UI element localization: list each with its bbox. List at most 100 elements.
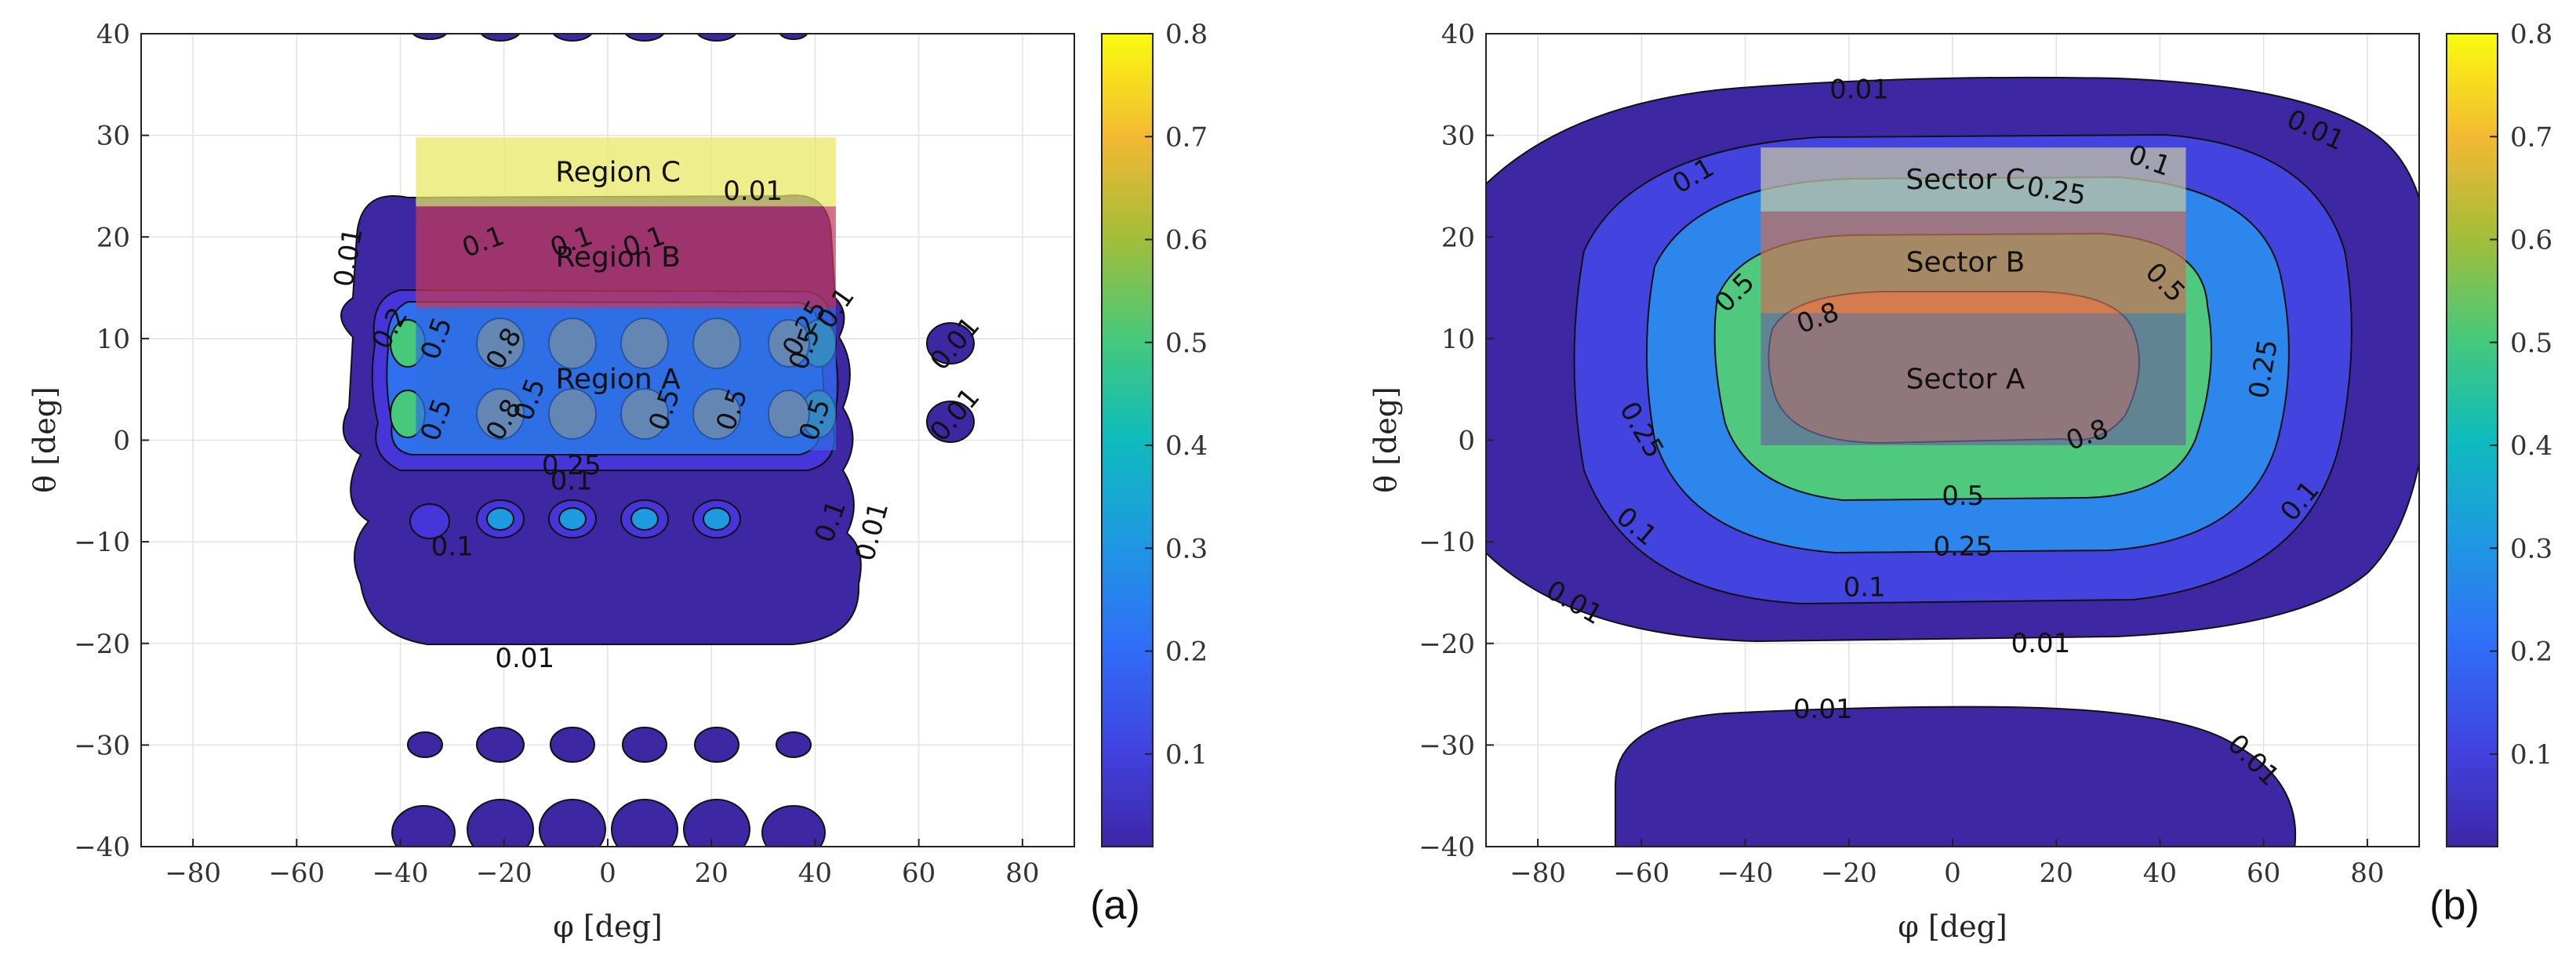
y-tick-label: −40 <box>74 832 130 863</box>
region-label: Sector A <box>1906 364 2026 396</box>
x-axis-label-a: φ [deg] <box>553 909 662 944</box>
y-tick-label: −10 <box>1419 527 1475 558</box>
colorbar-tick-label: 0.5 <box>1165 328 1208 359</box>
contour-label: 0.25 <box>542 450 601 481</box>
colorbar-tick-label: 0.2 <box>1165 637 1208 668</box>
colorbar-b <box>2446 33 2498 847</box>
contour-label: 0.25 <box>1933 531 1993 563</box>
contour-label: 0.01 <box>1829 74 1889 105</box>
x-tick-label: 20 <box>695 858 728 889</box>
y-tick-label: 0 <box>113 426 130 457</box>
region-label: Region C <box>555 156 681 188</box>
contour-label-text: 0.25 <box>1933 531 1993 563</box>
contour-bottom-blobs-a <box>391 727 826 847</box>
region-region-c <box>416 137 836 207</box>
colorbar-tick-label: 0.7 <box>2510 122 2552 153</box>
colorbar-a <box>1101 33 1154 847</box>
x-tick-label: 20 <box>2040 858 2073 889</box>
colorbar-tick-label: 0.6 <box>2510 225 2552 256</box>
contour-label-text: 0.01 <box>495 643 554 674</box>
y-tick-label: 20 <box>1441 222 1475 253</box>
contour-label-text: 0.1 <box>431 531 474 563</box>
contour-label-text: 0.1 <box>1844 571 1886 603</box>
colorbar-tick-label: 0.4 <box>2510 430 2552 462</box>
region-label: Sector C <box>1906 164 2025 196</box>
x-axis-label-b: φ [deg] <box>1898 909 2007 944</box>
region-region-a <box>416 307 836 451</box>
region-label: Region B <box>555 241 680 274</box>
y-tick-label: −30 <box>74 730 130 761</box>
y-tick-label: 30 <box>96 121 130 152</box>
contour-label-text: 0.01 <box>723 176 783 207</box>
colorbar-tick-label: 0.2 <box>2510 637 2552 668</box>
ticks-a: −80 −60 −40 −20 0 20 40 60 80 −40 −30 −20 −10 0 10 20 30… <box>74 19 1039 889</box>
contour-bottom-lobe-b <box>1615 706 2297 847</box>
contour-label: 0.1 <box>1844 571 1886 603</box>
region-sector-c <box>1760 147 2186 212</box>
colorbar-tick-label: 0.4 <box>1165 430 1208 462</box>
y-tick-label: −20 <box>74 629 130 660</box>
x-tick-label: −60 <box>1613 858 1669 889</box>
contour-label-text: 0.01 <box>1793 694 1853 725</box>
x-tick-label: 40 <box>798 858 832 889</box>
colorbar-tick-label: 0.5 <box>2510 328 2552 359</box>
region-sector-a <box>1760 313 2186 445</box>
contour-label-text: 0.5 <box>1942 481 1984 512</box>
colorbar-ticks-b: 0.1 0.2 0.3 0.4 0.5 0.6 0.7 0.8 <box>2490 19 2552 771</box>
contour-label: 0.5 <box>1942 481 1984 512</box>
colorbar-tick-label: 0.8 <box>2510 19 2552 50</box>
contour-label-text: 0.01 <box>1829 74 1889 105</box>
contour-label-text: 0.1 <box>550 465 593 496</box>
y-tick-label: −20 <box>1419 629 1475 660</box>
contour-label: 0.01 <box>1793 694 1853 725</box>
x-tick-label: −80 <box>165 858 221 889</box>
y-axis-label-b: θ [deg] <box>1368 386 1403 493</box>
contour-label: 0.1 <box>431 531 474 563</box>
x-tick-label: −60 <box>268 858 325 889</box>
contour-label-text: 0.01 <box>2011 628 2071 659</box>
colorbar-ticks-a: 0.1 0.2 0.3 0.4 0.5 0.6 0.7 0.8 <box>1145 19 1208 771</box>
x-tick-label: −80 <box>1510 858 1566 889</box>
regions-a: Region C Region B Region A <box>416 137 836 451</box>
contour-label: 0.1 <box>550 465 593 496</box>
region-region-b <box>416 206 836 308</box>
x-tick-label: 60 <box>902 858 936 889</box>
contour-label: 0.01 <box>723 176 783 207</box>
x-tick-label: 80 <box>2350 858 2384 889</box>
colorbar-tick-label: 0.3 <box>2510 533 2552 564</box>
panel-label-a: (a) <box>1090 883 1140 928</box>
contour-label: 0.01 <box>495 643 554 674</box>
contour-top-blobs-a <box>412 34 808 42</box>
ticks-b: −80 −60 −40 −20 0 20 40 60 80 −40 −30 −20 −10 0 10 20 30… <box>1419 19 2384 889</box>
x-tick-label: −20 <box>476 858 532 889</box>
x-tick-label: 60 <box>2247 858 2280 889</box>
y-tick-label: 40 <box>1441 19 1475 50</box>
region-label: Region A <box>555 364 681 396</box>
y-tick-label: 30 <box>1441 121 1475 152</box>
y-tick-label: 20 <box>96 222 130 253</box>
y-tick-label: 10 <box>96 324 130 355</box>
y-tick-label: 40 <box>96 19 130 50</box>
colorbar-tick-label: 0.8 <box>1165 19 1208 50</box>
x-tick-label: −20 <box>1821 858 1877 889</box>
y-tick-label: −10 <box>74 527 130 558</box>
colorbar-tick-label: 0.7 <box>1165 122 1208 153</box>
region-sector-b <box>1760 211 2186 314</box>
colorbar-tick-label: 0.6 <box>1165 225 1208 256</box>
y-tick-label: −40 <box>1419 832 1475 863</box>
y-tick-label: 10 <box>1441 324 1475 355</box>
x-tick-label: 80 <box>1005 858 1039 889</box>
panel-label-b: (b) <box>2429 883 2480 928</box>
x-tick-label: 0 <box>1944 858 1961 889</box>
x-tick-label: 0 <box>599 858 616 889</box>
contour-label: 0.01 <box>2011 628 2071 659</box>
x-tick-label: −40 <box>1717 858 1774 889</box>
x-tick-label: −40 <box>372 858 429 889</box>
y-tick-label: 0 <box>1458 426 1475 457</box>
y-axis-label-a: θ [deg] <box>27 386 62 493</box>
colorbar-tick-label: 0.3 <box>1165 533 1208 564</box>
colorbar-tick-label: 0.1 <box>2510 739 2552 771</box>
